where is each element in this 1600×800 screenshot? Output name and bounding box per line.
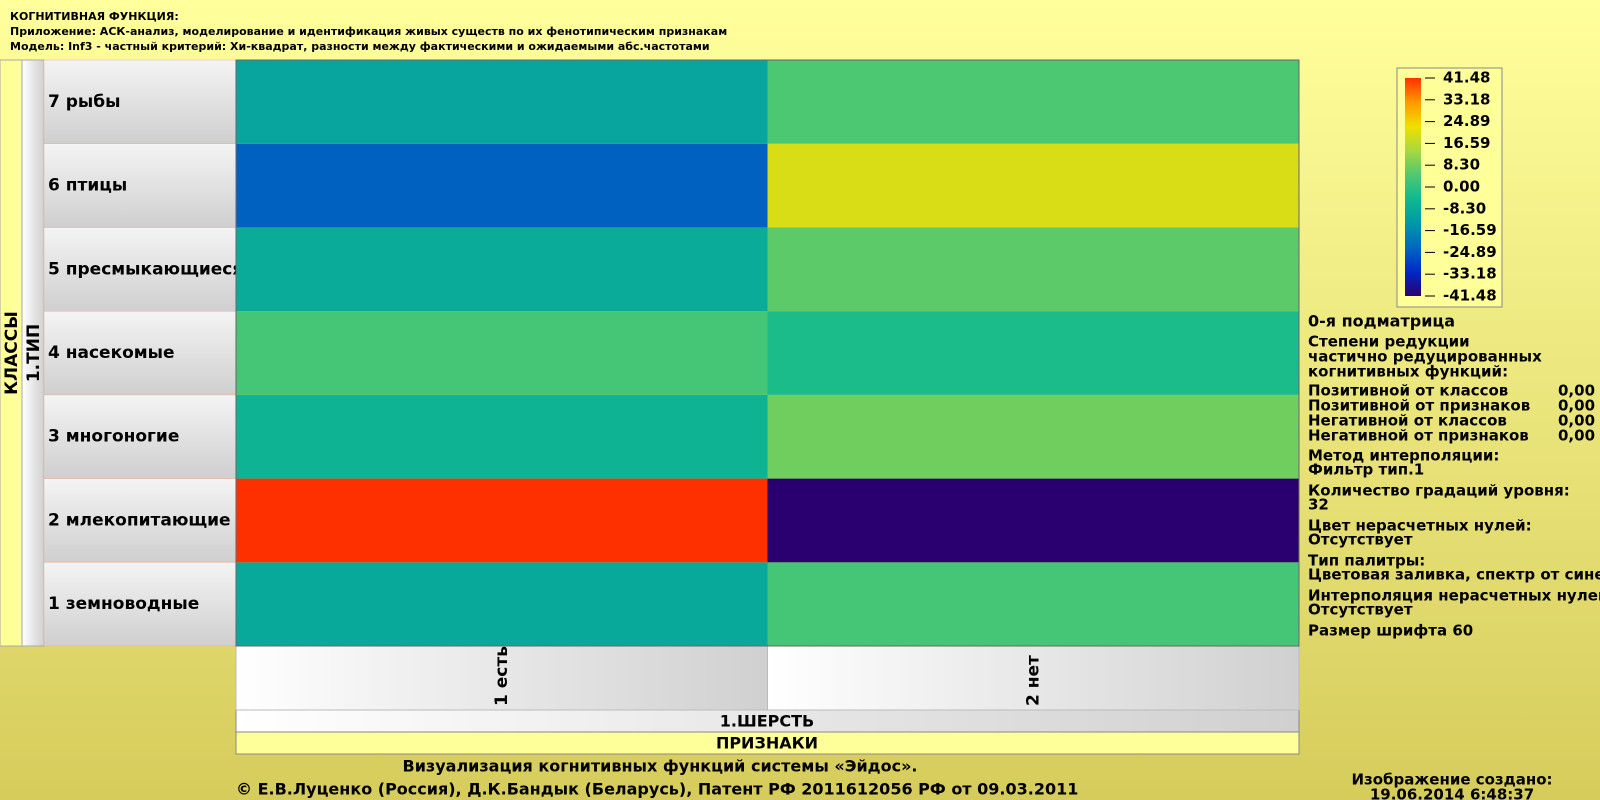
- heat-cell: [236, 394, 768, 479]
- y-title: КЛАССЫ: [2, 311, 22, 395]
- heat-cell: [236, 562, 768, 646]
- row-label-bg: [43, 394, 237, 479]
- row-label: 3 многоногие: [48, 427, 179, 447]
- row-label-bg: [43, 227, 237, 312]
- row-label: 4 насекомые: [48, 343, 175, 363]
- panel-setting: Цветовая заливка, спектр от синего к кра…: [1308, 566, 1600, 584]
- heat-cell: [767, 562, 1299, 646]
- row-label: 5 пресмыкающиеся: [48, 259, 243, 279]
- panel-value: 0,00: [1558, 382, 1595, 400]
- panel-value: 0,00: [1558, 412, 1595, 430]
- panel-setting: Отсутствует: [1308, 601, 1413, 619]
- panel-setting: Метод интерполяции:: [1308, 447, 1499, 465]
- heat-cell: [236, 227, 768, 312]
- row-label-bg: [43, 310, 237, 396]
- y-title: 1.ТИП: [24, 324, 44, 382]
- heat-cell: [236, 311, 768, 395]
- panel-setting: 32: [1308, 496, 1329, 514]
- panel-setting: Цвет нерасчетных нулей:: [1308, 517, 1532, 535]
- panel-key: Негативной от классов: [1308, 412, 1507, 430]
- heat-cell: [767, 478, 1299, 563]
- panel-line: частично редуцированных: [1308, 348, 1542, 366]
- heat-cell: [767, 311, 1299, 395]
- colorbar-label: -8.30: [1443, 199, 1486, 217]
- colorbar-label: 33.18: [1443, 90, 1490, 108]
- colorbar-label: 24.89: [1443, 112, 1490, 130]
- row-label-bg: [43, 478, 237, 563]
- row-label-bg: [43, 143, 237, 228]
- heat-cell: [767, 394, 1299, 479]
- col-label: 1 есть: [492, 646, 512, 706]
- colorbar-label: 41.48: [1443, 69, 1490, 87]
- colorbar-label: -16.59: [1443, 221, 1497, 239]
- panel-line: Степени редукции: [1308, 333, 1470, 351]
- footer-line: © Е.В.Луценко (Россия), Д.К.Бандык (Бела…: [236, 780, 1078, 799]
- plot-frame: [235, 59, 1300, 647]
- colorbar-label: -24.89: [1443, 243, 1497, 261]
- panel-line: когнитивных функций:: [1308, 363, 1508, 381]
- x-title: 1.ШЕРСТЬ: [720, 712, 814, 731]
- heat-cell: [767, 143, 1299, 228]
- heat-cell: [236, 143, 768, 228]
- colorbar-label: -41.48: [1443, 287, 1497, 305]
- panel-key: Негативной от признаков: [1308, 427, 1529, 445]
- row-label: 1 земноводные: [48, 594, 199, 614]
- x-title-band: [235, 731, 1300, 755]
- panel-key: Позитивной от классов: [1308, 382, 1508, 400]
- header-line: Модель: Inf3 - частный критерий: Хи-квад…: [10, 40, 710, 53]
- header-line: КОГНИТИВНАЯ ФУНКЦИЯ:: [10, 10, 179, 23]
- panel-setting: Количество градаций уровня:: [1308, 482, 1570, 500]
- colorbar-label: -33.18: [1443, 265, 1497, 283]
- row-label: 6 птицы: [48, 176, 127, 196]
- panel-setting: Интерполяция нерасчетных нулей:: [1308, 587, 1600, 605]
- panel-setting: Отсутствует: [1308, 531, 1413, 549]
- col-label: 2 нет: [1023, 655, 1043, 706]
- heat-cell: [767, 227, 1299, 312]
- panel-value: 0,00: [1558, 427, 1595, 445]
- col-label-bg: [235, 645, 768, 711]
- row-label: 2 млекопитающие: [48, 510, 231, 530]
- panel-value: 0,00: [1558, 397, 1595, 415]
- row-label-bg: [43, 59, 237, 144]
- footer-line: Визуализация когнитивных функций системы…: [403, 757, 918, 776]
- header-line: Приложение: АСК-анализ, моделирование и …: [10, 25, 727, 38]
- colorbar: [1405, 78, 1421, 296]
- x-title: ПРИЗНАКИ: [716, 734, 818, 753]
- colorbar-label: 16.59: [1443, 134, 1490, 152]
- heat-cell: [767, 60, 1299, 144]
- panel-setting: Тип палитры:: [1308, 552, 1425, 570]
- colorbar-label: 8.30: [1443, 156, 1480, 174]
- row-label: 7 рыбы: [48, 92, 121, 112]
- panel-setting: Размер шрифта 60: [1308, 622, 1473, 640]
- col-label-bg: [767, 645, 1300, 711]
- panel-key: Позитивной от признаков: [1308, 397, 1530, 415]
- heat-cell: [236, 60, 768, 144]
- panel-line: 0-я подматрица: [1308, 312, 1455, 331]
- colorbar-label: 0.00: [1443, 178, 1480, 196]
- panel-setting: Фильтр тип.1: [1308, 461, 1424, 479]
- heat-cell: [236, 478, 768, 563]
- created: Изображение создано:: [1351, 771, 1552, 789]
- created: 19.06.2014 6:48:37: [1370, 786, 1534, 800]
